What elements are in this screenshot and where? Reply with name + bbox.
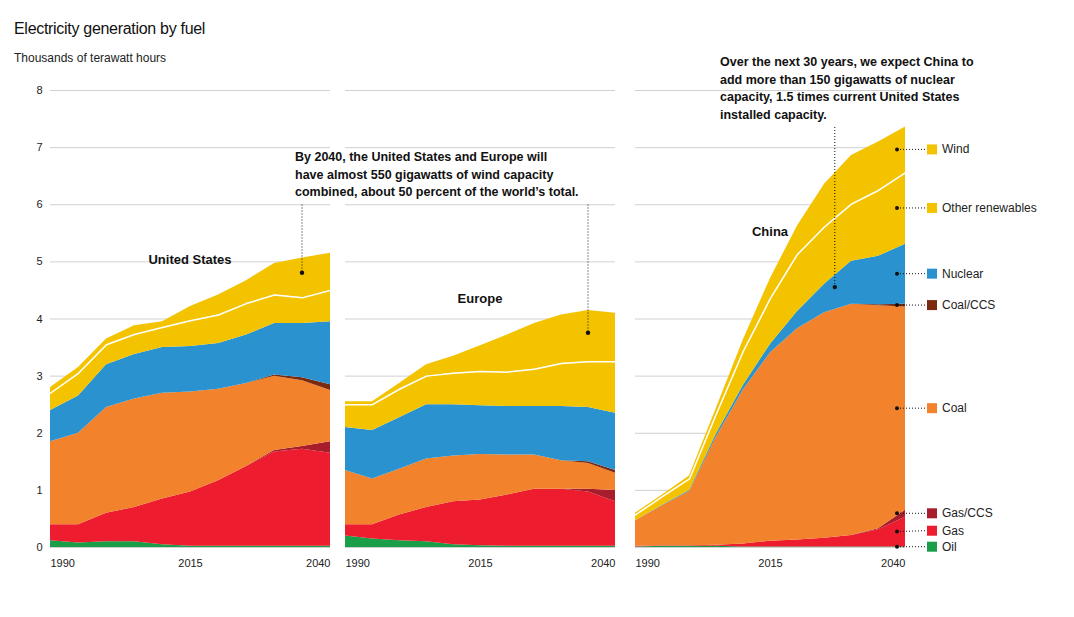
svg-text:2015: 2015	[758, 557, 782, 569]
svg-text:Other renewables: Other renewables	[942, 201, 1037, 215]
svg-text:Gas/CCS: Gas/CCS	[942, 506, 993, 520]
svg-text:Over the next 30 years, we exp: Over the next 30 years, we expect China …	[720, 55, 974, 122]
svg-text:5: 5	[36, 255, 42, 267]
svg-text:1990: 1990	[636, 557, 660, 569]
svg-text:2040: 2040	[881, 557, 905, 569]
svg-text:Europe: Europe	[458, 291, 503, 306]
svg-text:2015: 2015	[468, 557, 492, 569]
svg-text:0: 0	[36, 541, 42, 553]
svg-text:8: 8	[36, 84, 42, 96]
html-text:Thousands of terawatt hours: Thousands of terawatt hours	[14, 51, 167, 65]
svg-text:1990: 1990	[51, 557, 75, 569]
svg-text:Gas: Gas	[942, 524, 964, 538]
svg-text:China: China	[752, 224, 789, 239]
svg-text:3: 3	[36, 370, 42, 382]
svg-text:7: 7	[36, 141, 42, 153]
svg-text:1: 1	[36, 484, 42, 496]
svg-text:Wind: Wind	[942, 142, 969, 156]
svg-text:6: 6	[36, 198, 42, 210]
svg-text:Coal: Coal	[942, 401, 967, 415]
svg-text:1990: 1990	[346, 557, 370, 569]
svg-text:2040: 2040	[591, 557, 615, 569]
svg-text:Oil: Oil	[942, 540, 957, 554]
svg-text:2040: 2040	[306, 557, 330, 569]
svg-text:Nuclear: Nuclear	[942, 267, 983, 281]
svg-text:By 2040, the United States and: By 2040, the United States and Europe wi…	[295, 150, 579, 199]
svg-text:United States: United States	[148, 252, 231, 267]
html-text:Electricity generation by fuel: Electricity generation by fuel	[14, 20, 206, 37]
svg-text:4: 4	[36, 313, 42, 325]
svg-text:Coal/CCS: Coal/CCS	[942, 298, 995, 312]
svg-text:2: 2	[36, 427, 42, 439]
svg-text:2015: 2015	[178, 557, 202, 569]
